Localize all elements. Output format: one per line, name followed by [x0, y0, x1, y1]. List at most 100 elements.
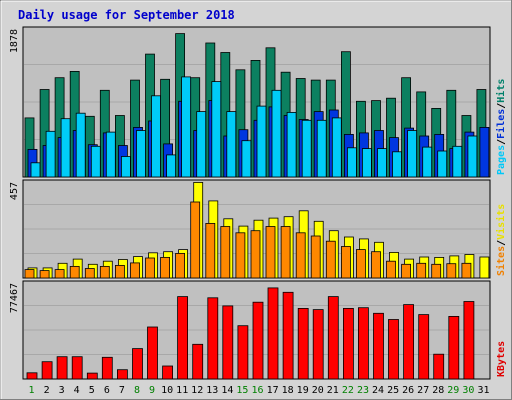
legend-entry-hits: Hits	[495, 79, 507, 103]
x-tick-day-24: 24	[372, 385, 384, 396]
bar-sites-day-12	[190, 201, 201, 279]
bar-kbytes-day-17	[267, 287, 279, 380]
bar-pages-day-10	[166, 154, 177, 178]
x-tick-day-3: 3	[59, 385, 65, 396]
bar-sites-day-11	[175, 252, 186, 279]
x-tick-day-22: 22	[342, 385, 354, 396]
bar-sites-day-20	[310, 235, 321, 279]
bar-kbytes-day-21	[327, 296, 339, 380]
bar-pages-day-25	[392, 151, 402, 178]
bar-sites-day-15	[235, 232, 246, 279]
bar-kbytes-day-24	[373, 312, 384, 380]
legend-entry-kbytes: KBytes	[496, 341, 507, 377]
bar-pages-day-11	[181, 76, 192, 178]
bar-kbytes-day-23	[357, 307, 369, 380]
legend-entry-pages: Pages	[496, 145, 507, 175]
bar-sites-day-1	[24, 269, 35, 279]
bar-sites-day-24	[371, 251, 381, 279]
bar-sites-day-29	[446, 263, 457, 279]
bar-pages-day-2	[45, 130, 56, 178]
x-tick-day-26: 26	[402, 385, 414, 396]
bar-kbytes-day-12	[192, 343, 204, 380]
bar-pages-day-16	[256, 105, 267, 178]
kbytes-ymax-label: 77467	[9, 283, 20, 313]
bar-kbytes-day-20	[312, 309, 324, 380]
x-tick-day-15: 15	[236, 385, 248, 396]
bar-files-day-31	[479, 127, 490, 178]
bar-sites-day-26	[401, 263, 412, 279]
bar-pages-day-17	[271, 89, 282, 178]
x-tick-day-20: 20	[312, 385, 324, 396]
legend-entry-visits: Visits	[495, 204, 507, 240]
kbytes-legend: KBytes	[496, 341, 507, 377]
x-tick-day-27: 27	[417, 385, 429, 396]
x-tick-day-10: 10	[161, 385, 173, 396]
bar-pages-day-7	[121, 156, 131, 178]
bar-sites-day-16	[250, 230, 261, 279]
bar-visits-day-31	[479, 256, 490, 279]
bar-sites-day-8	[130, 262, 140, 279]
bar-sites-day-21	[325, 240, 336, 279]
x-tick-day-1: 1	[28, 385, 34, 396]
bar-kbytes-day-2	[41, 361, 53, 380]
x-tick-day-4: 4	[74, 385, 80, 396]
chart-title: Daily usage for September 2018	[18, 8, 235, 22]
bar-kbytes-day-10	[162, 365, 174, 380]
bar-pages-day-18	[286, 112, 297, 178]
x-tick-day-21: 21	[327, 385, 339, 396]
bar-pages-day-27	[422, 146, 433, 178]
x-tick-day-29: 29	[447, 385, 459, 396]
bar-pages-day-9	[151, 95, 161, 178]
sites-ymax-label: 457	[9, 182, 20, 200]
x-tick-day-23: 23	[357, 385, 369, 396]
bar-sites-day-22	[340, 246, 351, 279]
bar-pages-day-21	[331, 117, 342, 178]
bar-pages-day-22	[346, 147, 357, 178]
bar-pages-day-24	[377, 148, 387, 178]
bar-kbytes-day-5	[86, 372, 98, 380]
bar-sites-day-27	[416, 262, 427, 279]
bar-sites-day-18	[280, 226, 291, 279]
bar-pages-day-8	[136, 130, 146, 178]
bar-sites-day-2	[39, 270, 50, 279]
bar-pages-day-12	[196, 111, 207, 178]
bar-kbytes-day-7	[117, 369, 128, 380]
x-tick-day-28: 28	[432, 385, 444, 396]
x-tick-day-8: 8	[134, 385, 140, 396]
legend-entry-files: Files	[495, 109, 507, 139]
bar-sites-day-19	[295, 232, 306, 279]
legend-separator: /	[496, 240, 507, 246]
bar-kbytes-day-11	[177, 296, 189, 380]
bar-sites-day-28	[431, 263, 442, 279]
bar-sites-day-30	[461, 262, 472, 279]
bar-pages-day-14	[226, 111, 237, 178]
x-tick-day-16: 16	[251, 385, 263, 396]
bar-pages-day-13	[211, 81, 222, 178]
bar-pages-day-15	[241, 140, 252, 178]
bar-kbytes-day-29	[448, 315, 460, 380]
bar-kbytes-day-9	[147, 326, 158, 380]
bar-sites-day-17	[265, 226, 276, 279]
bar-sites-day-23	[355, 249, 366, 279]
bar-kbytes-day-15	[237, 325, 249, 380]
hits-ymax-label: 1878	[9, 29, 20, 53]
bar-kbytes-day-16	[252, 301, 264, 380]
bar-kbytes-day-28	[433, 353, 445, 380]
bar-pages-day-30	[467, 135, 478, 178]
bar-pages-day-1	[30, 162, 41, 178]
bar-pages-day-4	[75, 112, 86, 178]
bar-sites-day-4	[69, 265, 80, 279]
bar-sites-day-14	[220, 226, 231, 279]
x-tick-day-2: 2	[44, 385, 50, 396]
x-tick-day-18: 18	[282, 385, 294, 396]
bar-pages-day-6	[105, 131, 116, 178]
x-tick-day-25: 25	[387, 385, 399, 396]
bar-kbytes-day-25	[388, 319, 399, 380]
bar-kbytes-day-13	[207, 297, 219, 380]
bar-sites-day-25	[386, 260, 396, 279]
bar-pages-day-5	[90, 145, 101, 178]
bar-pages-day-19	[301, 119, 312, 178]
x-tick-day-31: 31	[477, 385, 489, 396]
bar-kbytes-day-1	[26, 372, 38, 380]
